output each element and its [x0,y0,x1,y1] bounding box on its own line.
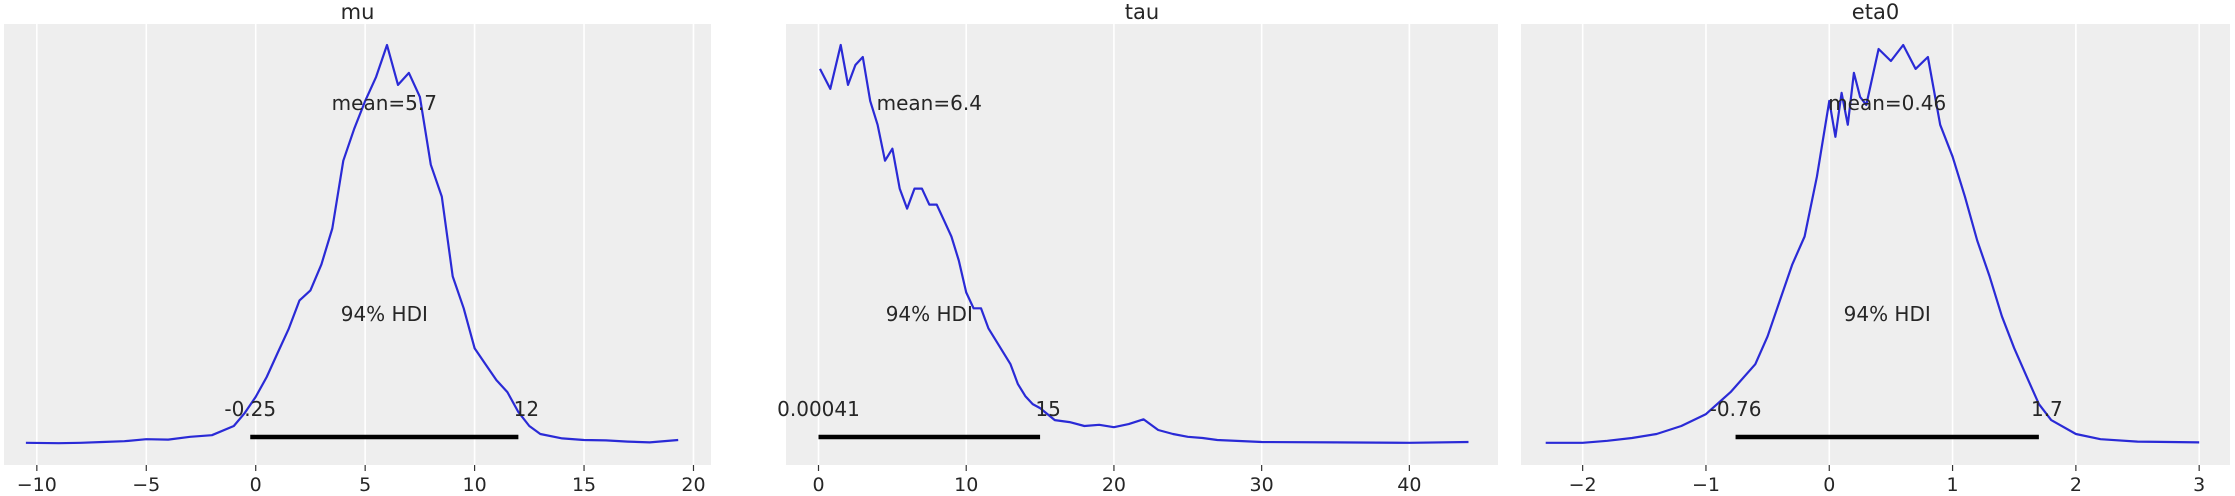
mean-label: mean=0.46 [1828,91,1946,115]
x-tick-label: −1 [1692,474,1720,496]
density-curve [25,43,679,445]
x-tick-label: −2 [1569,474,1597,496]
plot-background [786,24,1498,465]
panel-title: tau [1125,0,1159,24]
density-curve [819,43,1469,444]
hdi-label: 94% HDI [341,302,428,326]
x-tick-label: 5 [359,474,371,496]
density-curve [1545,43,2200,444]
x-tick-label: 30 [1250,474,1274,496]
x-tick-label: 0 [250,474,262,496]
x-tick-label: 10 [463,474,487,496]
x-tick-label: 40 [1397,474,1421,496]
hdi-low-label: -0.76 [1710,397,1762,421]
hdi-low-label: -0.25 [224,397,276,421]
x-tick-label: 20 [681,474,705,496]
x-tick-label: −5 [132,474,160,496]
hdi-high-label: 1.7 [2031,397,2063,421]
x-tick-label: 1 [1947,474,1959,496]
panel-title: eta0 [1852,0,1899,24]
hdi-high-label: 12 [514,397,539,421]
hdi-label: 94% HDI [886,302,973,326]
x-tick-label: 20 [1102,474,1126,496]
plot-background [4,24,711,465]
panel-title: mu [341,0,375,24]
panel-tau: 0 10 20 30 40 tau mean=6.4 94% HDI 0.00041 15 [777,0,1498,496]
mean-label: mean=6.4 [877,91,982,115]
panel-eta0: −2 −1 0 1 2 3 eta0 mean=0.46 94% HDI -0.76 1.7 [1521,0,2230,496]
mean-label: mean=5.7 [332,91,437,115]
panel-mu: −10 −5 0 5 10 15 20 mu mean=5.7 94% HDI -0.25 12 [4,0,711,496]
x-tick-label: 3 [2193,474,2205,496]
x-tick-label: −10 [17,474,57,496]
plot-background [1521,24,2230,465]
hdi-low-label: 0.00041 [777,397,860,421]
x-tick-label: 0 [812,474,824,496]
x-tick-label: 2 [2070,474,2082,496]
x-tick-label: 15 [572,474,596,496]
hdi-high-label: 15 [1035,397,1060,421]
hdi-label: 94% HDI [1844,302,1931,326]
x-tick-label: 10 [954,474,978,496]
x-tick-label: 0 [1823,474,1835,496]
